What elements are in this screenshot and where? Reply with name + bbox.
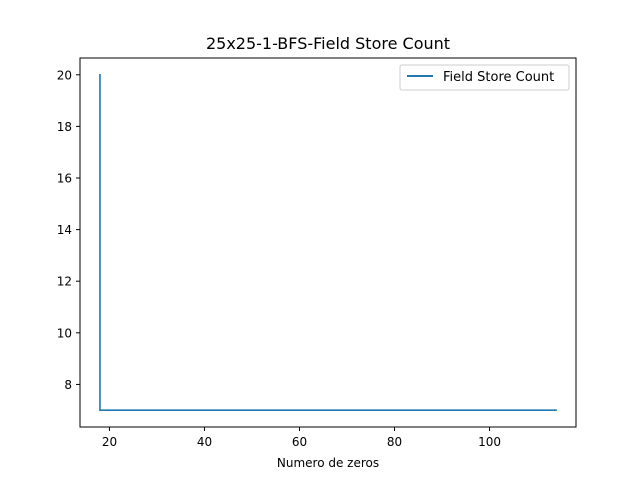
series-line-0 — [99, 73, 557, 412]
x-tick-label-20: 20 — [102, 435, 117, 449]
x-tick-label-100: 100 — [478, 435, 501, 449]
x-axis-ticks: 20 40 60 80 100 — [102, 427, 501, 449]
y-tick-label-14: 14 — [57, 223, 72, 237]
x-tick-label-60: 60 — [292, 435, 307, 449]
chart-title: 25x25-1-BFS-Field Store Count — [206, 34, 450, 53]
y-tick-label-10: 10 — [57, 326, 72, 340]
y-tick-label-18: 18 — [57, 120, 72, 134]
y-tick-label-8: 8 — [64, 378, 72, 392]
legend: Field Store Count — [399, 64, 570, 91]
x-axis-label: Numero de zeros — [277, 456, 379, 470]
legend-box — [399, 64, 570, 91]
series-layer — [99, 73, 557, 412]
plot-frame — [79, 57, 577, 428]
y-tick-label-12: 12 — [57, 275, 72, 289]
x-tick-label-80: 80 — [387, 435, 402, 449]
legend-label-field-store-count: Field Store Count — [443, 70, 554, 85]
y-axis-ticks: 8 10 12 14 16 18 20 — [57, 68, 80, 392]
x-tick-label-40: 40 — [197, 435, 212, 449]
y-tick-label-16: 16 — [57, 171, 72, 185]
y-tick-label-20: 20 — [57, 68, 72, 82]
